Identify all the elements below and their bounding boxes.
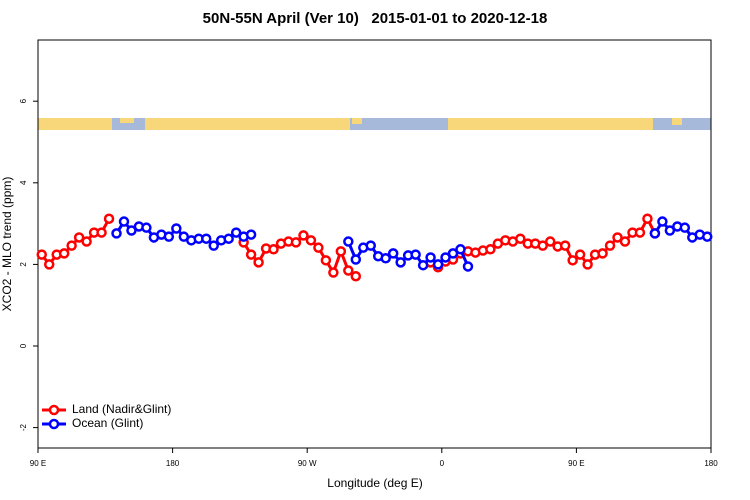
data-point [417, 259, 429, 271]
y-tick-label: 2 [19, 262, 28, 267]
data-point [462, 261, 474, 272]
data-point [58, 248, 70, 259]
x-tick-label: 0 [440, 459, 445, 468]
x-axis-label: Longitude (deg E) [327, 476, 422, 490]
data-point [432, 259, 444, 270]
data-point [126, 225, 137, 236]
data-point [253, 257, 264, 268]
data-point [440, 252, 451, 263]
data-point [96, 227, 107, 238]
data-point [268, 244, 279, 255]
data-point [36, 249, 47, 260]
data-point [320, 255, 332, 266]
y-tick-label: 0 [19, 343, 28, 348]
data-point [642, 213, 653, 224]
data-point [245, 229, 257, 240]
x-tick-label: 90 W [298, 459, 317, 468]
data-point [387, 248, 399, 259]
data-point [328, 267, 339, 278]
data-point [118, 216, 130, 227]
x-tick-label: 90 E [30, 459, 46, 468]
legend-label: Land (Nadir&Glint) [72, 402, 171, 416]
data-point [313, 242, 324, 253]
data-point [350, 254, 362, 265]
y-tick-label: 6 [19, 98, 28, 103]
chart-title: 50N-55N April (Ver 10) 2015-01-01 to 202… [203, 10, 548, 27]
data-point [649, 228, 661, 239]
data-point [81, 236, 92, 247]
data-point [73, 232, 85, 243]
data-point [305, 235, 317, 246]
data-point [664, 225, 676, 236]
data-point [141, 222, 152, 233]
x-tick-label: 90 E [568, 459, 584, 468]
data-point [171, 223, 182, 234]
data-point [208, 240, 219, 251]
data-point [574, 249, 586, 260]
data-point [335, 246, 347, 257]
data-point [447, 248, 459, 259]
data-point [66, 240, 77, 251]
land-mask-strip [38, 118, 711, 130]
data-point [619, 236, 631, 247]
data-point [515, 233, 526, 244]
data-point [425, 252, 436, 263]
data-point [702, 231, 713, 242]
y-tick-label: 4 [19, 180, 28, 185]
data-point [582, 259, 593, 270]
data-point [537, 240, 548, 251]
data-point [634, 227, 646, 238]
data-point [290, 237, 302, 248]
data-point [395, 257, 406, 268]
data-point [103, 213, 115, 224]
data-point [679, 222, 691, 233]
legend-marker [48, 418, 60, 430]
y-axis-label: XCO2 - MLO trend (ppm) [0, 177, 14, 312]
series-line [115, 220, 708, 268]
data-point [455, 244, 466, 255]
data-point [163, 231, 175, 242]
data-point [350, 270, 362, 282]
data-point [111, 228, 122, 239]
data-point [612, 232, 623, 243]
y-tick-label: -2 [19, 423, 28, 431]
data-point [567, 255, 578, 266]
x-tick-label: 180 [166, 459, 180, 468]
legend-label: Ocean (Glint) [72, 416, 143, 430]
data-point [559, 240, 571, 251]
data-point [223, 233, 234, 244]
data-point [597, 248, 608, 259]
data-point [410, 249, 421, 260]
data-point [230, 227, 242, 238]
legend-marker [48, 404, 60, 416]
x-tick-label: 180 [704, 459, 718, 468]
data-point [245, 249, 257, 260]
data-point [343, 265, 354, 276]
data-point [43, 259, 55, 270]
plot-frame [37, 39, 712, 449]
data-point [298, 230, 309, 241]
data-point [604, 240, 616, 251]
data-point [343, 236, 354, 247]
data-point [485, 244, 496, 255]
data-point [544, 236, 556, 247]
data-point [380, 253, 391, 264]
data-point [201, 233, 212, 244]
data-point [365, 240, 377, 251]
data-point [657, 216, 668, 227]
